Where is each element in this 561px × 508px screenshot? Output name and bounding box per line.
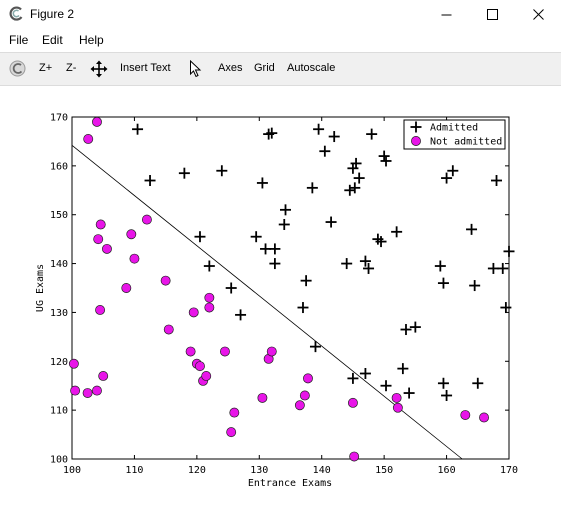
not-admitted-point — [258, 393, 267, 402]
maximize-icon — [487, 9, 498, 20]
axes-button[interactable]: Axes — [218, 62, 242, 74]
not-admitted-point — [186, 347, 195, 356]
insert-text-button[interactable]: Insert Text — [120, 62, 171, 74]
figure-canvas: 100 110 120 130 140 150 160 170 100 110 120 130 140 1… — [0, 86, 561, 505]
not-admitted-point — [220, 347, 229, 356]
y-tick-label: 100 — [50, 455, 68, 466]
legend-not-admitted-label: Not admitted — [430, 137, 502, 148]
octave-toolbar-icon[interactable] — [9, 60, 26, 77]
not-admitted-point — [300, 391, 309, 400]
zoom-out-button[interactable]: Z- — [66, 62, 76, 74]
x-tick-label: 110 — [125, 465, 143, 476]
close-icon — [533, 9, 544, 20]
y-tick-label: 160 — [50, 161, 68, 172]
not-admitted-point — [205, 293, 214, 302]
grid-button[interactable]: Grid — [254, 62, 275, 74]
not-admitted-point — [189, 308, 198, 317]
not-admitted-point — [348, 398, 357, 407]
not-admitted-point — [127, 230, 136, 239]
y-tick-label: 130 — [50, 308, 68, 319]
legend: Admitted Not admitted — [404, 120, 505, 149]
x-tick-label: 150 — [375, 465, 393, 476]
x-tick-label: 140 — [313, 465, 331, 476]
menu-help[interactable]: Help — [79, 33, 104, 47]
not-admitted-point — [295, 401, 304, 410]
not-admitted-point — [303, 374, 312, 383]
not-admitted-point — [69, 359, 78, 368]
x-axis-label: Entrance Exams — [248, 478, 332, 489]
not-admitted-point — [84, 134, 93, 143]
zoom-in-button[interactable]: Z+ — [39, 62, 52, 74]
not-admitted-point — [393, 403, 402, 412]
autoscale-button[interactable]: Autoscale — [287, 62, 335, 74]
figure-toolbar: Z+ Z- Insert Text Axes Grid Autoscale — [0, 52, 561, 86]
not-admitted-point — [350, 452, 359, 461]
not-admitted-point — [195, 362, 204, 371]
not-admitted-point — [102, 244, 111, 253]
legend-not-admitted-marker — [411, 136, 420, 145]
not-admitted-point — [95, 305, 104, 314]
not-admitted-point — [96, 220, 105, 229]
menu-file[interactable]: File — [9, 33, 28, 47]
x-tick-label: 170 — [500, 465, 518, 476]
scatter-plot: 100 110 120 130 140 150 160 170 100 110 120 130 140 1… — [0, 86, 561, 505]
legend-admitted-label: Admitted — [430, 123, 478, 134]
not-admitted-point — [94, 235, 103, 244]
not-admitted-point — [202, 371, 211, 380]
y-tick-label: 110 — [50, 406, 68, 417]
not-admitted-point — [461, 410, 470, 419]
window-title: Figure 2 — [30, 7, 74, 21]
x-tick-label: 100 — [63, 465, 81, 476]
x-tick-label: 120 — [188, 465, 206, 476]
not-admitted-point — [479, 413, 488, 422]
not-admitted-point — [227, 428, 236, 437]
pan-icon[interactable] — [90, 60, 108, 78]
title-bar: Figure 2 — [0, 0, 561, 29]
select-pointer-icon[interactable] — [189, 60, 202, 78]
not-admitted-point — [83, 388, 92, 397]
close-button[interactable] — [515, 0, 561, 29]
y-tick-label: 150 — [50, 210, 68, 221]
x-tick-label: 130 — [250, 465, 268, 476]
not-admitted-point — [92, 386, 101, 395]
menu-edit[interactable]: Edit — [42, 33, 63, 47]
maximize-button[interactable] — [469, 0, 515, 29]
not-admitted-point — [92, 117, 101, 126]
y-tick-label: 120 — [50, 357, 68, 368]
minimize-button[interactable] — [423, 0, 469, 29]
y-tick-label: 170 — [50, 113, 68, 124]
octave-app-icon — [8, 6, 24, 22]
menu-bar: File Edit Help — [0, 29, 561, 51]
not-admitted-point — [392, 393, 401, 402]
y-axis-label: UG Exams — [35, 264, 46, 312]
not-admitted-point — [130, 254, 139, 263]
not-admitted-point — [230, 408, 239, 417]
not-admitted-point — [205, 303, 214, 312]
minimize-icon — [441, 9, 452, 20]
not-admitted-point — [71, 386, 80, 395]
y-tick-label: 140 — [50, 259, 68, 270]
not-admitted-point — [267, 347, 276, 356]
not-admitted-point — [99, 371, 108, 380]
not-admitted-point — [122, 283, 131, 292]
not-admitted-point — [164, 325, 173, 334]
x-tick-label: 160 — [438, 465, 456, 476]
not-admitted-point — [142, 215, 151, 224]
not-admitted-point — [161, 276, 170, 285]
